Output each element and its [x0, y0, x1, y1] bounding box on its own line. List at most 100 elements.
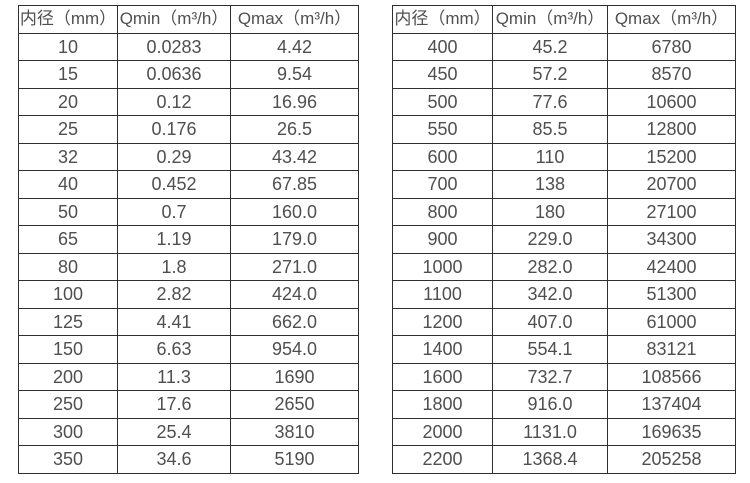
table-cell: 27100: [607, 197, 736, 226]
table-cell: 85.5: [492, 115, 608, 144]
table-cell: 271.0: [230, 252, 359, 281]
table-cell: 150: [18, 335, 118, 364]
table-cell: 916.0: [492, 390, 608, 419]
table-row: 800 180 27100: [392, 197, 736, 226]
table-cell: 200: [18, 362, 118, 391]
table-row: 40 0.452 67.85: [18, 170, 359, 199]
header-row: 内径（mm） Qmin（m³/h） Qmax（m³/h）: [392, 5, 736, 34]
table-cell: 65: [18, 225, 118, 254]
table-cell: 1800: [392, 390, 493, 419]
table-cell: 0.176: [117, 115, 231, 144]
table-cell: 20: [18, 87, 118, 116]
table-cell: 407.0: [492, 307, 608, 336]
table-cell: 61000: [607, 307, 736, 336]
table-cell: 2650: [230, 390, 359, 419]
table-row: 2000 1131.0 169635: [392, 417, 736, 446]
table-cell: 1368.4: [492, 445, 608, 474]
table-cell: 1400: [392, 335, 493, 364]
table-cell: 2.82: [117, 280, 231, 309]
table-cell: 229.0: [492, 225, 608, 254]
table-cell: 0.452: [117, 170, 231, 199]
table-cell: 700: [392, 170, 493, 199]
table-cell: 1.19: [117, 225, 231, 254]
table-cell: 57.2: [492, 60, 608, 89]
table-cell: 15: [18, 60, 118, 89]
table-row: 500 77.6 10600: [392, 87, 736, 116]
table-cell: 80: [18, 252, 118, 281]
table-cell: 1000: [392, 252, 493, 281]
table-cell: 45.2: [492, 32, 608, 61]
table-cell: 50: [18, 197, 118, 226]
table-cell: 138: [492, 170, 608, 199]
table-row: 65 1.19 179.0: [18, 225, 359, 254]
table-cell: 282.0: [492, 252, 608, 281]
table-cell: 900: [392, 225, 493, 254]
table-cell: 4.41: [117, 307, 231, 336]
table-row: 10 0.0283 4.42: [18, 32, 359, 61]
table-cell: 662.0: [230, 307, 359, 336]
table-cell: 554.1: [492, 335, 608, 364]
table-cell: 42400: [607, 252, 736, 281]
table-cell: 169635: [607, 417, 736, 446]
table-row: 50 0.7 160.0: [18, 197, 359, 226]
table-cell: 600: [392, 142, 493, 171]
table-cell: 16.96: [230, 87, 359, 116]
table-cell: 1690: [230, 362, 359, 391]
table-cell: 180: [492, 197, 608, 226]
table-cell: 11.3: [117, 362, 231, 391]
table-row: 80 1.8 271.0: [18, 252, 359, 281]
table-cell: 250: [18, 390, 118, 419]
table-cell: 40: [18, 170, 118, 199]
table-cell: 954.0: [230, 335, 359, 364]
table-row: 32 0.29 43.42: [18, 142, 359, 171]
table-row: 100 2.82 424.0: [18, 280, 359, 309]
table-row: 550 85.5 12800: [392, 115, 736, 144]
table-cell: 125: [18, 307, 118, 336]
table-cell: 0.7: [117, 197, 231, 226]
table-cell: 1.8: [117, 252, 231, 281]
table-cell: 160.0: [230, 197, 359, 226]
table-cell: 10600: [607, 87, 736, 116]
table-row: 1600 732.7 108566: [392, 362, 736, 391]
table-row: 2200 1368.4 205258: [392, 445, 736, 474]
table-cell: 424.0: [230, 280, 359, 309]
table-row: 300 25.4 3810: [18, 417, 359, 446]
table-cell: 1131.0: [492, 417, 608, 446]
table-cell: 6780: [607, 32, 736, 61]
table-row: 25 0.176 26.5: [18, 115, 359, 144]
header-row: 内径（mm） Qmin（m³/h） Qmax（m³/h）: [18, 5, 359, 34]
table-row: 1000 282.0 42400: [392, 252, 736, 281]
table-row: 15 0.0636 9.54: [18, 60, 359, 89]
table-cell: 2000: [392, 417, 493, 446]
table-cell: 3810: [230, 417, 359, 446]
flow-table-small-diameters: 内径（mm） Qmin（m³/h） Qmax（m³/h） 10 0.0283 4.4…: [18, 5, 359, 474]
table-row: 700 138 20700: [392, 170, 736, 199]
table-cell: 43.42: [230, 142, 359, 171]
table-row: 200 11.3 1690: [18, 362, 359, 391]
table-row: 125 4.41 662.0: [18, 307, 359, 336]
column-header-qmax: Qmax（m³/h）: [230, 5, 359, 34]
table-cell: 15200: [607, 142, 736, 171]
table-cell: 179.0: [230, 225, 359, 254]
table-cell: 25.4: [117, 417, 231, 446]
table-cell: 0.0283: [117, 32, 231, 61]
table-cell: 83121: [607, 335, 736, 364]
table-row: 600 110 15200: [392, 142, 736, 171]
table-cell: 100: [18, 280, 118, 309]
table-cell: 0.0636: [117, 60, 231, 89]
table-cell: 500: [392, 87, 493, 116]
table-cell: 2200: [392, 445, 493, 474]
flow-table-large-diameters: 内径（mm） Qmin（m³/h） Qmax（m³/h） 400 45.2 6780…: [392, 5, 736, 474]
column-header-diameter: 内径（mm）: [18, 5, 118, 34]
table-cell: 342.0: [492, 280, 608, 309]
table-row: 20 0.12 16.96: [18, 87, 359, 116]
column-header-qmin: Qmin（m³/h）: [117, 5, 231, 34]
table-cell: 350: [18, 445, 118, 474]
table-row: 900 229.0 34300: [392, 225, 736, 254]
table-row: 1100 342.0 51300: [392, 280, 736, 309]
table-cell: 400: [392, 32, 493, 61]
table-cell: 67.85: [230, 170, 359, 199]
table-row: 450 57.2 8570: [392, 60, 736, 89]
table-cell: 0.29: [117, 142, 231, 171]
table-cell: 25: [18, 115, 118, 144]
